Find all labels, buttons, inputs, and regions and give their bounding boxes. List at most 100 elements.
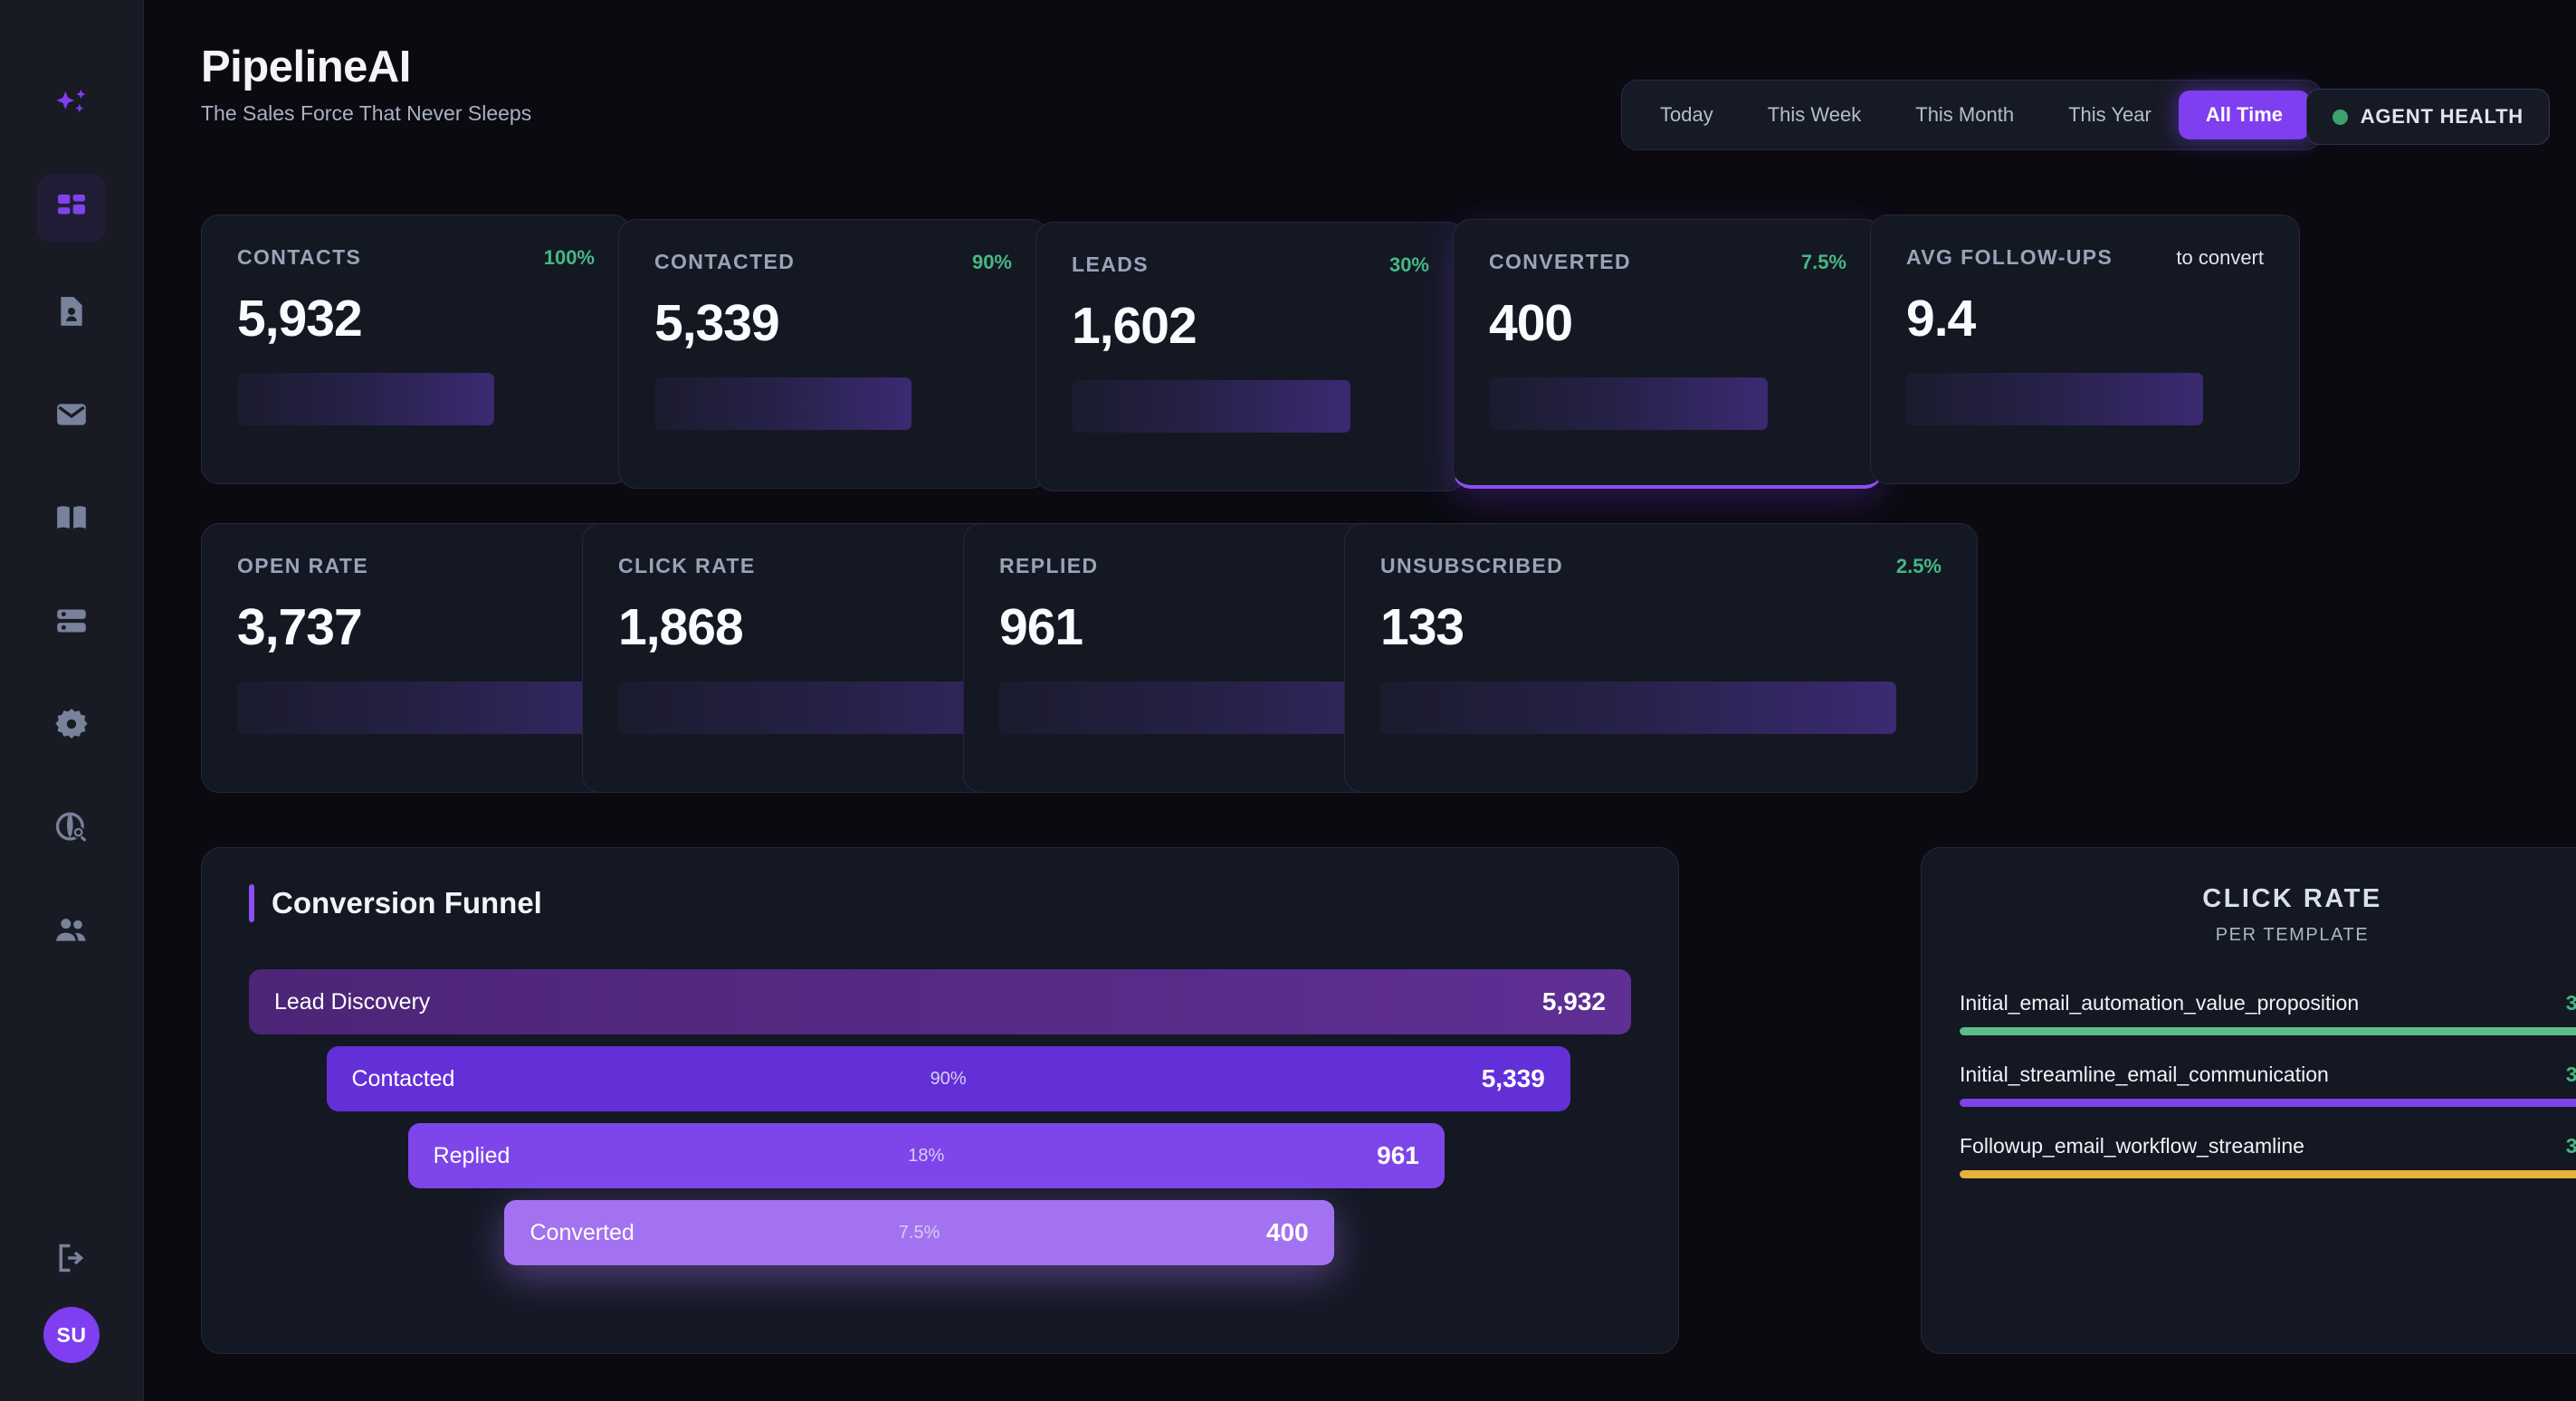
template-row[interactable]: Followup_email_workflow_streamline 32.2%	[1960, 1134, 2576, 1178]
kpi-sparkbar	[1906, 373, 2203, 425]
click-rate-title: CLICK RATE	[2202, 884, 2382, 913]
funnel-stage-contacted[interactable]: Contacted 90% 5,339	[326, 1046, 1570, 1111]
kpi-percent: 2.5%	[1895, 555, 1942, 577]
logout-button[interactable]	[54, 1241, 89, 1280]
page-header: PipelineAI The Sales Force That Never Sl…	[201, 42, 531, 126]
time-filter-today[interactable]: Today	[1660, 103, 1713, 126]
kpi-value: 3,737	[237, 598, 363, 656]
sidebar-item-research[interactable]	[37, 793, 106, 862]
template-percent: 32.7%	[2565, 1063, 2576, 1086]
funnel-stage-value: 5,932	[1541, 987, 1606, 1015]
template-progress-fill	[1960, 1027, 2576, 1035]
kpi-label: CLICK RATE	[618, 554, 756, 577]
agent-health-badge[interactable]: AGENT HEALTH	[2305, 89, 2550, 145]
kpi-label: UNSUBSCRIBED	[1380, 554, 1564, 577]
funnel-title: Conversion Funnel	[272, 886, 542, 920]
kpi-header: CONTACTS 100%	[237, 245, 595, 270]
server-icon	[57, 609, 86, 633]
conversion-funnel-panel: Conversion Funnel Lead Discovery 5,932 Con…	[201, 847, 1679, 1354]
accent-bar	[249, 884, 254, 922]
funnel-header: Conversion Funnel	[249, 884, 1631, 922]
time-filter-this-year[interactable]: This Year	[2068, 103, 2151, 126]
sidebar-item-email[interactable]	[37, 380, 106, 449]
template-progress-fill	[1960, 1099, 2576, 1107]
main-content: PipelineAI The Sales Force That Never Sl…	[144, 0, 2576, 1401]
kpi-sparkbar	[237, 373, 495, 425]
template-row-header: Initial_streamline_email_communication 32…	[1960, 1063, 2576, 1087]
sidebar-item-contacts[interactable]	[37, 277, 106, 346]
kpi-value: 1,868	[618, 598, 744, 656]
sidebar: SU	[0, 0, 144, 1401]
page-subtitle: The Sales Force That Never Sleeps	[201, 101, 532, 125]
kpi-label: CONTACTS	[237, 245, 362, 269]
app-logo[interactable]	[46, 81, 97, 132]
kpi-sparkbar	[1072, 380, 1351, 433]
time-filter-this-month[interactable]: This Month	[1915, 103, 2015, 126]
kpi-label: OPEN RATE	[237, 554, 369, 577]
kpi-card-leads[interactable]: LEADS 30% 1,602	[1035, 222, 1465, 491]
sidebar-item-settings[interactable]	[37, 690, 106, 758]
kpi-label: CONVERTED	[1489, 250, 1632, 273]
kpi-card-converted[interactable]: CONVERTED 7.5% 400	[1453, 219, 1883, 489]
funnel-stage-value: 400	[1265, 1218, 1309, 1246]
funnel-stage-label: Lead Discovery	[274, 988, 431, 1015]
kpi-card-contacts[interactable]: CONTACTS 100% 5,932	[201, 214, 631, 484]
globe-search-icon	[55, 812, 87, 842]
template-name: Initial_email_automation_value_propositi…	[1960, 991, 2360, 1015]
kpi-label: REPLIED	[999, 554, 1099, 577]
user-avatar[interactable]: SU	[43, 1307, 100, 1363]
template-name: Initial_streamline_email_communication	[1960, 1063, 2329, 1086]
click-rate-subtitle: PER TEMPLATE	[2215, 925, 2370, 945]
funnel-stage-percent: 18%	[908, 1145, 945, 1166]
kpi-percent: 30%	[1388, 253, 1429, 276]
funnel-stage-value: 5,339	[1481, 1064, 1545, 1092]
kpi-header: AVG FOLLOW-UPS to convert	[1906, 245, 2264, 270]
kpi-card-avg-follow-ups[interactable]: AVG FOLLOW-UPS to convert 9.4	[1870, 214, 2300, 484]
funnel-stage-value: 961	[1377, 1141, 1419, 1169]
template-row[interactable]: Initial_email_automation_value_propositi…	[1960, 991, 2576, 1035]
funnel-stage-converted[interactable]: Converted 7.5% 400	[504, 1200, 1334, 1265]
kpi-value: 400	[1489, 294, 1573, 352]
page-title: PipelineAI	[201, 43, 411, 91]
template-progress-track	[1960, 1099, 2576, 1107]
template-list: Initial_email_automation_value_propositi…	[1960, 991, 2576, 1178]
kpi-sparkbar	[1380, 681, 1897, 734]
template-row-header: Initial_email_automation_value_propositi…	[1960, 991, 2576, 1015]
mail-icon	[57, 404, 86, 425]
sidebar-item-data[interactable]	[37, 586, 106, 655]
kpi-percent: 100%	[543, 246, 595, 269]
kpi-card-contacted[interactable]: CONTACTED 90% 5,339	[618, 219, 1048, 489]
logout-icon	[59, 1244, 84, 1272]
sidebar-item-dashboard[interactable]	[37, 174, 106, 243]
time-filter-this-week[interactable]: This Week	[1767, 103, 1862, 126]
sidebar-nav	[37, 174, 106, 965]
book-open-icon	[57, 506, 86, 529]
kpi-header: CONTACTED 90%	[654, 250, 1012, 274]
funnel-bars: Lead Discovery 5,932 Contacted 90% 5,339 Repl…	[249, 969, 1631, 1265]
time-filter-all-time[interactable]: All Time	[2178, 91, 2310, 139]
template-percent: 32.2%	[2565, 1134, 2576, 1158]
funnel-stage-label: Contacted	[351, 1065, 455, 1091]
funnel-stage-replied[interactable]: Replied 18% 961	[407, 1123, 1445, 1188]
kpi-row-primary: CONTACTS 100% 5,932 CONTACTED 90% 5,339 LEADS 3…	[144, 214, 2576, 495]
kpi-percent: 90%	[971, 251, 1012, 273]
kpi-sparkbar	[654, 377, 912, 430]
status-dot-icon	[2332, 109, 2348, 125]
kpi-value: 133	[1380, 598, 1465, 656]
funnel-stage-lead-discovery[interactable]: Lead Discovery 5,932	[249, 969, 1631, 1034]
funnel-stage-label: Converted	[530, 1219, 634, 1245]
kpi-label: CONTACTED	[654, 250, 796, 273]
template-progress-track	[1960, 1170, 2576, 1178]
kpi-percent: 7.5%	[1800, 251, 1846, 273]
template-name: Followup_email_workflow_streamline	[1960, 1134, 2304, 1158]
template-row[interactable]: Initial_streamline_email_communication 32…	[1960, 1063, 2576, 1107]
kpi-sparkbar	[1489, 377, 1769, 430]
kpi-value: 961	[999, 598, 1083, 656]
kpi-card-unsubscribed[interactable]: UNSUBSCRIBED 2.5% 133	[1344, 523, 1978, 793]
kpi-value: 9.4	[1906, 290, 1976, 348]
agent-health-label: AGENT HEALTH	[2360, 105, 2524, 128]
sparkles-icon	[56, 89, 86, 113]
kpi-header: UNSUBSCRIBED 2.5%	[1380, 554, 1942, 578]
sidebar-item-playbook[interactable]	[37, 483, 106, 552]
sidebar-item-team[interactable]	[37, 896, 106, 965]
